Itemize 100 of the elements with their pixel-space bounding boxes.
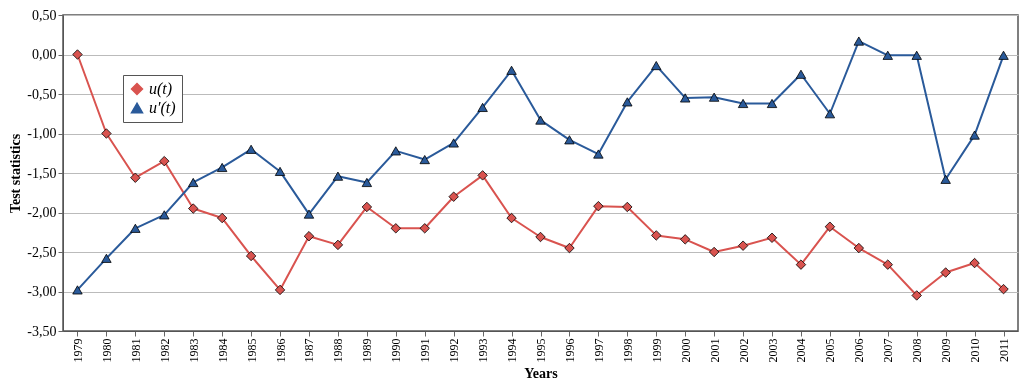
point — [217, 162, 228, 172]
point — [477, 102, 488, 112]
x-tick-label: 2008 — [910, 338, 925, 363]
point — [332, 239, 344, 251]
point — [708, 246, 720, 258]
point — [535, 231, 546, 243]
x-tick-label: 1979 — [70, 338, 85, 363]
x-tick-label: 1994 — [505, 338, 520, 363]
y-tick-label: -3,50 — [27, 323, 57, 339]
point — [737, 98, 749, 108]
x-tick-label: 2011 — [997, 338, 1012, 363]
point — [245, 250, 257, 262]
point — [622, 97, 633, 107]
point — [853, 242, 864, 254]
point — [622, 201, 633, 213]
legend-label: u(t) — [149, 80, 173, 98]
point — [361, 201, 373, 213]
point — [188, 177, 199, 187]
point — [940, 174, 951, 184]
point — [101, 128, 112, 139]
x-axis-title: Years — [524, 365, 559, 381]
x-tick-label: 1981 — [128, 338, 143, 363]
point — [361, 177, 373, 187]
x-tick-label: 2000 — [678, 338, 693, 363]
x-tick-label: 1988 — [331, 338, 346, 363]
x-tick-label: 2001 — [707, 338, 722, 363]
point — [245, 144, 257, 154]
point — [130, 223, 141, 233]
point — [448, 138, 459, 148]
x-tick-label: 2006 — [852, 338, 867, 363]
point — [477, 170, 488, 181]
y-axis-title: Test statistics — [8, 133, 24, 214]
point — [795, 259, 807, 270]
point — [390, 146, 401, 156]
x-tick-label: 1985 — [244, 338, 259, 363]
point — [217, 212, 228, 224]
point — [766, 232, 778, 243]
point — [593, 149, 604, 159]
x-tick-label: 1998 — [620, 338, 635, 363]
x-tick-label: 2010 — [968, 338, 983, 363]
point — [274, 284, 286, 296]
point — [882, 50, 893, 60]
point — [303, 231, 315, 242]
point — [969, 130, 980, 140]
point — [72, 285, 83, 295]
point — [419, 223, 430, 234]
point — [564, 135, 575, 145]
point — [332, 171, 344, 181]
point — [506, 212, 517, 224]
point — [824, 109, 836, 119]
y-tick-label: -2,00 — [27, 205, 57, 220]
point — [680, 234, 691, 245]
x-tick-label: 2005 — [823, 338, 838, 363]
point — [680, 93, 691, 103]
point — [651, 61, 662, 71]
point — [101, 253, 112, 263]
point — [419, 155, 430, 165]
y-tick-label: -0,50 — [27, 86, 57, 102]
x-tick-label: 2007 — [881, 338, 896, 363]
x-tick-label: 2003 — [765, 338, 780, 363]
x-tick-label: 1986 — [273, 338, 288, 363]
x-tick-label: 1980 — [99, 338, 114, 363]
point — [708, 92, 720, 102]
point — [969, 257, 980, 269]
point — [998, 50, 1009, 60]
y-tick-label: -3,00 — [27, 284, 57, 299]
point — [940, 267, 951, 278]
point — [737, 240, 749, 251]
x-tick-label: 2009 — [939, 338, 954, 363]
x-tick-label: 1989 — [360, 338, 375, 363]
x-tick-label: 1997 — [591, 338, 606, 363]
point — [188, 203, 199, 214]
point — [593, 201, 604, 212]
x-tick-label: 1987 — [302, 338, 317, 363]
point — [535, 115, 546, 125]
point — [882, 259, 893, 270]
point — [911, 290, 922, 301]
y-tick-label: 0,50 — [32, 7, 57, 23]
y-tick-label: 0,00 — [32, 47, 57, 62]
x-tick-label: 1991 — [418, 338, 433, 363]
y-tick-label: -1,50 — [27, 165, 57, 181]
point — [506, 65, 517, 75]
x-tick-label: 1999 — [649, 338, 664, 363]
point — [159, 210, 170, 220]
point — [824, 221, 836, 232]
y-tick-label: -2,50 — [27, 244, 57, 260]
y-tick-label: -1,00 — [27, 126, 57, 141]
point — [766, 98, 778, 108]
point — [998, 283, 1009, 295]
point — [448, 191, 459, 202]
x-tick-label: 1995 — [534, 338, 548, 363]
point — [911, 50, 922, 60]
x-tick-label: 1993 — [476, 338, 491, 363]
point — [72, 49, 83, 60]
legend-label: u′(t) — [149, 99, 176, 117]
point — [274, 166, 286, 176]
x-tick-label: 1990 — [389, 338, 404, 363]
x-tick-label: 1982 — [157, 338, 172, 363]
point — [303, 209, 315, 219]
x-tick-label: 1992 — [447, 338, 462, 363]
